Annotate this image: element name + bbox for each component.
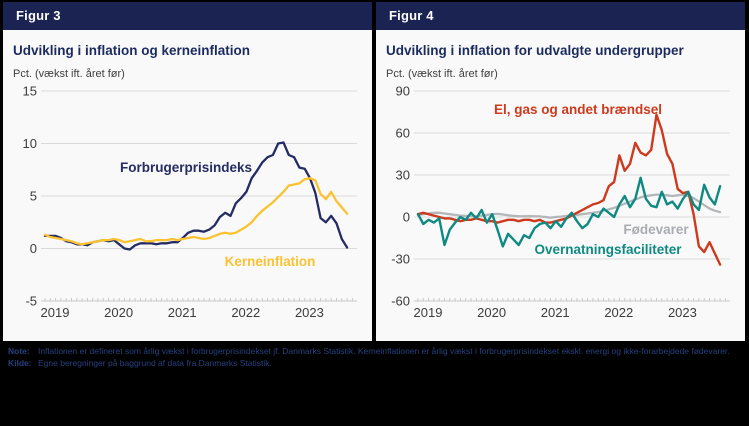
source-text: Egne beregninger på baggrund af data fra… (38, 357, 272, 368)
x-year-label: 2020 (104, 305, 133, 320)
figur4-unit-label: Pct. (vækst ift. året før) (386, 68, 498, 80)
y-tick-label: -30 (391, 252, 410, 267)
series-line-overnatningsfaciliteter (416, 176, 722, 248)
figur3-panel: Figur 3 Udvikling i inflation og kernein… (3, 2, 372, 341)
figur3-title: Udvikling i inflation og kerneinflation (13, 43, 251, 58)
source-row: Kilde: Egne beregninger på baggrund af d… (8, 358, 745, 370)
y-tick-label: -5 (25, 294, 37, 309)
x-year-label: 2023 (295, 305, 324, 320)
note-text: Inflationen er defineret som årlig vækst… (38, 346, 730, 356)
y-tick-label: 30 (396, 168, 410, 183)
series-label-f-devarer: Fødevarer (623, 222, 689, 237)
figur4-label: Figur 4 (389, 8, 434, 23)
figur3-header-bar: Figur 3 (3, 2, 372, 30)
source-label: Kilde: (8, 357, 32, 368)
y-tick-label: 60 (396, 126, 410, 141)
y-tick-label: 90 (396, 84, 410, 99)
figur3-body: Udvikling i inflation og kerneinflation … (3, 30, 372, 329)
figur4-chart: 90 60 30 0 -30 -60 2019 2020 2021 2022 2023 Fødevar… (391, 84, 730, 320)
note-label: Note: (8, 346, 30, 356)
note-row: Note: Inflationen er defineret som årlig… (8, 346, 745, 358)
series-label-kerneinflation: Kerneinflation (225, 254, 316, 269)
series-label-forbrugerprisindeks: Forbrugerprisindeks (120, 160, 252, 175)
x-year-label: 2021 (168, 305, 197, 320)
figur3-unit-label: Pct. (vækst ift. året før) (13, 68, 125, 80)
footnotes: Note: Inflationen er defineret som årlig… (8, 346, 745, 369)
y-tick-label: 0 (403, 210, 410, 225)
x-year-label: 2019 (41, 305, 70, 320)
figur3-label: Figur 3 (16, 8, 61, 23)
x-year-label: 2023 (668, 305, 697, 320)
figur3-chart: 15 10 5 0 -5 2019 2020 2021 2022 2023 Forbrugerpri… (23, 84, 357, 320)
x-year-label: 2019 (414, 305, 443, 320)
figure-panels: Figur 3 Udvikling i inflation og kernein… (3, 2, 745, 341)
x-year-label: 2021 (541, 305, 570, 320)
y-tick-label: 10 (23, 136, 37, 151)
figur4-panel: Figur 4 Udvikling i inflation for udvalg… (376, 2, 745, 341)
figur4-header-bar: Figur 4 (376, 2, 745, 30)
figur4-body: Udvikling i inflation for udvalgte under… (376, 30, 745, 329)
x-year-label: 2020 (477, 305, 506, 320)
y-tick-label: 15 (23, 84, 37, 99)
series-line-kerneinflation (43, 177, 349, 246)
x-year-label: 2022 (604, 305, 633, 320)
y-tick-label: 5 (30, 189, 37, 204)
y-tick-label: 0 (30, 241, 37, 256)
series-label-overnatningsfaciliteter: Overnatningsfaciliteter (534, 242, 682, 257)
figur4-title: Udvikling i inflation for udvalgte under… (386, 43, 684, 58)
series-label-el-gas-og-andet-br-ndsel: El, gas og andet brændsel (494, 102, 662, 117)
y-tick-label: -60 (391, 294, 410, 309)
x-year-label: 2022 (231, 305, 260, 320)
